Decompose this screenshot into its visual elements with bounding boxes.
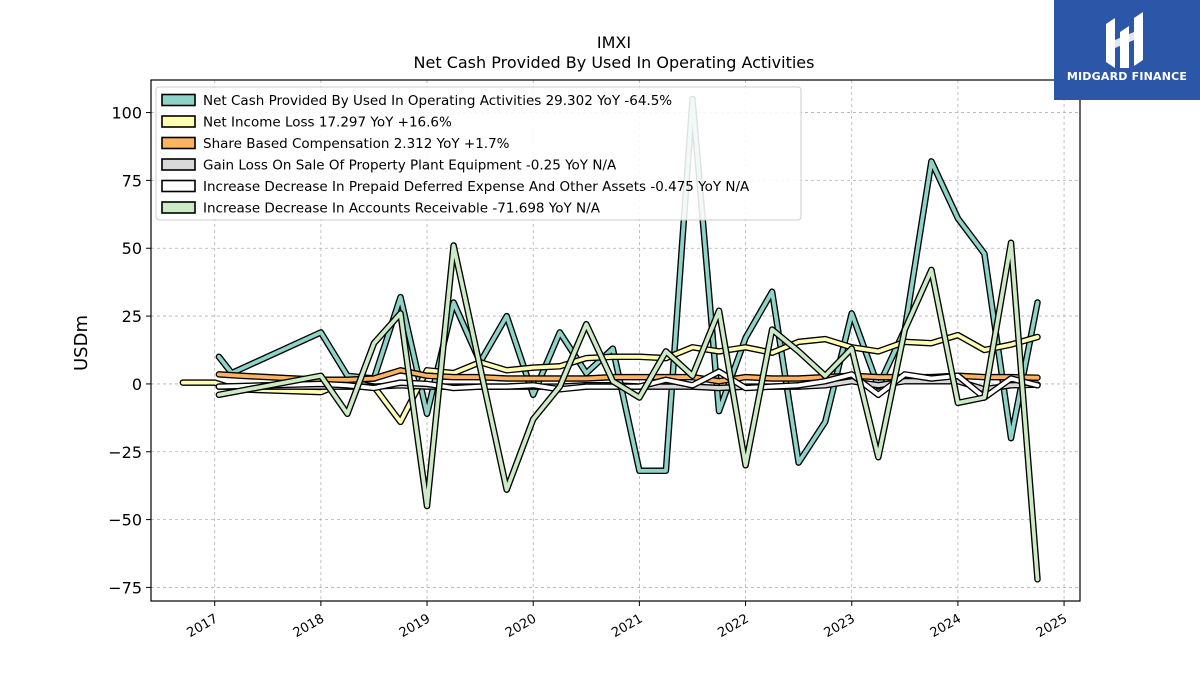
y-tick-label: 100 bbox=[111, 104, 142, 123]
legend-item: Increase Decrease In Prepaid Deferred Ex… bbox=[161, 179, 750, 195]
y-tick-label: −75 bbox=[108, 578, 142, 597]
series-line bbox=[217, 240, 1040, 582]
y-axis-ticks: 100 75 50 25 0 −25 −50 −75 bbox=[108, 104, 151, 597]
y-tick-label: 50 bbox=[122, 239, 142, 258]
y-tick-label: 25 bbox=[122, 307, 142, 326]
chart-title: IMXI bbox=[597, 33, 631, 52]
x-tick-label: 2018 bbox=[291, 611, 327, 641]
legend-item: Share Based Compensation 2.312 YoY +1.7% bbox=[161, 136, 510, 152]
legend-item: Increase Decrease In Accounts Receivable… bbox=[161, 201, 601, 217]
x-tick-label: 2019 bbox=[397, 611, 433, 641]
x-tick-label: 2017 bbox=[185, 611, 221, 641]
plot-frame bbox=[150, 79, 1081, 602]
legend-item: Gain Loss On Sale Of Property Plant Equi… bbox=[161, 158, 617, 174]
series-line bbox=[217, 97, 1040, 473]
series-line bbox=[217, 369, 1040, 400]
series-layer bbox=[179, 95, 1041, 583]
series-net-cash-provided-by-used-in-operating-activities bbox=[215, 95, 1041, 475]
y-tick-label: 75 bbox=[122, 171, 142, 190]
legend-swatch bbox=[161, 201, 196, 214]
x-tick-label: 2024 bbox=[928, 611, 964, 641]
series-increase-decrease-in-prepaid-deferred-expense-and-other-assets bbox=[215, 368, 1041, 401]
legend-label: Increase Decrease In Accounts Receivable… bbox=[203, 201, 601, 217]
y-axis-label: USDm bbox=[71, 315, 92, 371]
brand-logo: MIDGARD FINANCE bbox=[1054, 0, 1200, 100]
legend-label: Gain Loss On Sale Of Property Plant Equi… bbox=[203, 158, 617, 174]
x-tick-label: 2025 bbox=[1034, 611, 1070, 641]
legend-swatch bbox=[161, 136, 196, 150]
legend-label: Increase Decrease In Prepaid Deferred Ex… bbox=[203, 179, 750, 195]
y-tick-label: −50 bbox=[108, 511, 142, 530]
legend-swatch bbox=[161, 179, 196, 193]
midgard-logo-icon bbox=[1106, 12, 1143, 68]
brand-name: MIDGARD FINANCE bbox=[1066, 70, 1188, 83]
series-increase-decrease-in-accounts-receivable bbox=[215, 239, 1041, 583]
legend-box bbox=[155, 86, 802, 221]
legend-item: Net Cash Provided By Used In Operating A… bbox=[161, 93, 672, 109]
x-axis-ticks: 2017 2018 2019 2020 2021 2022 2023 2024 2025 bbox=[185, 601, 1070, 641]
legend-label: Net Cash Provided By Used In Operating A… bbox=[203, 93, 672, 109]
legend: Net Cash Provided By Used In Operating A… bbox=[155, 86, 802, 221]
legend-swatch bbox=[161, 158, 196, 171]
chart-subtitle: Net Cash Provided By Used In Operating A… bbox=[414, 53, 815, 72]
legend-swatch bbox=[161, 93, 196, 107]
x-tick-label: 2023 bbox=[822, 611, 858, 641]
y-tick-label: 0 bbox=[132, 375, 142, 394]
x-tick-label: 2022 bbox=[715, 611, 751, 641]
x-tick-label: 2021 bbox=[609, 611, 645, 641]
legend-item: Net Income Loss 17.297 YoY +16.6% bbox=[161, 115, 452, 131]
legend-label: Share Based Compensation 2.312 YoY +1.7% bbox=[203, 136, 510, 152]
x-tick-label: 2020 bbox=[503, 611, 539, 641]
y-tick-label: −25 bbox=[108, 443, 142, 462]
legend-swatch bbox=[161, 115, 196, 128]
legend-label: Net Income Loss 17.297 YoY +16.6% bbox=[203, 115, 452, 131]
